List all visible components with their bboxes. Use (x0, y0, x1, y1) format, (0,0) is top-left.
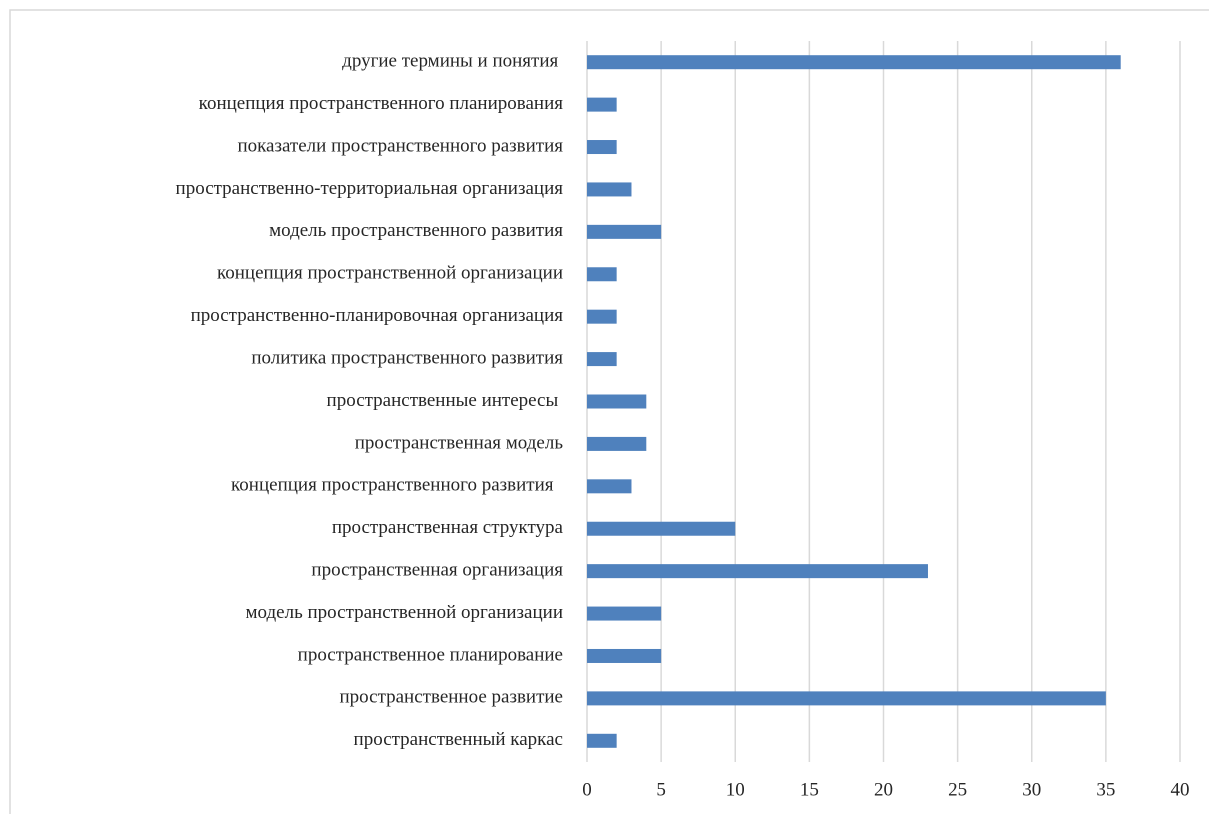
y-tick-label: пространственно-планировочная организаци… (191, 305, 564, 326)
bar (587, 691, 1106, 706)
y-tick-label: пространственный каркас (354, 729, 563, 750)
bar (587, 521, 736, 536)
bar (587, 182, 632, 197)
bar (587, 606, 662, 621)
bar (587, 140, 617, 155)
y-tick-label: модель пространственного развития (269, 220, 563, 241)
x-tick-label: 10 (726, 779, 745, 800)
bar (587, 309, 617, 324)
bar (587, 352, 617, 367)
x-tick-label: 40 (1171, 779, 1190, 800)
bar (587, 97, 617, 112)
bar (587, 564, 928, 579)
bar (587, 648, 662, 663)
bar (587, 479, 632, 494)
y-tick-label: концепция пространственного планирования (199, 93, 564, 114)
y-tick-label: пространственная структура (332, 517, 564, 538)
x-tick-label: 30 (1022, 779, 1041, 800)
chart-frame (9, 9, 1209, 814)
y-tick-label: пространственная организация (311, 560, 563, 581)
bar (587, 267, 617, 282)
bar (587, 55, 1121, 70)
bar (587, 733, 617, 748)
x-tick-label: 35 (1096, 779, 1115, 800)
y-tick-label: концепция пространственной организации (217, 263, 563, 284)
y-tick-label: концепция пространственного развития (231, 475, 563, 496)
y-tick-label: модель пространственной организации (246, 602, 563, 623)
y-tick-label: показатели пространственного развития (237, 135, 563, 156)
x-tick-label: 25 (948, 779, 967, 800)
bar (587, 394, 647, 409)
x-tick-label: 0 (582, 779, 592, 800)
x-tick-label: 20 (874, 779, 893, 800)
y-tick-label: пространственное развитие (340, 687, 563, 708)
x-tick-label: 5 (656, 779, 666, 800)
bar (587, 436, 647, 451)
y-tick-label: пространственная модель (355, 432, 564, 453)
x-tick-label: 15 (800, 779, 819, 800)
y-tick-label: пространственно-территориальная организа… (176, 178, 564, 199)
bar (587, 224, 662, 239)
y-tick-label: пространственные интересы (327, 390, 563, 411)
y-tick-label: пространственное планирование (298, 644, 563, 665)
y-tick-label: другие термины и понятия (342, 51, 563, 72)
y-tick-label: политика пространственного развития (251, 347, 563, 368)
